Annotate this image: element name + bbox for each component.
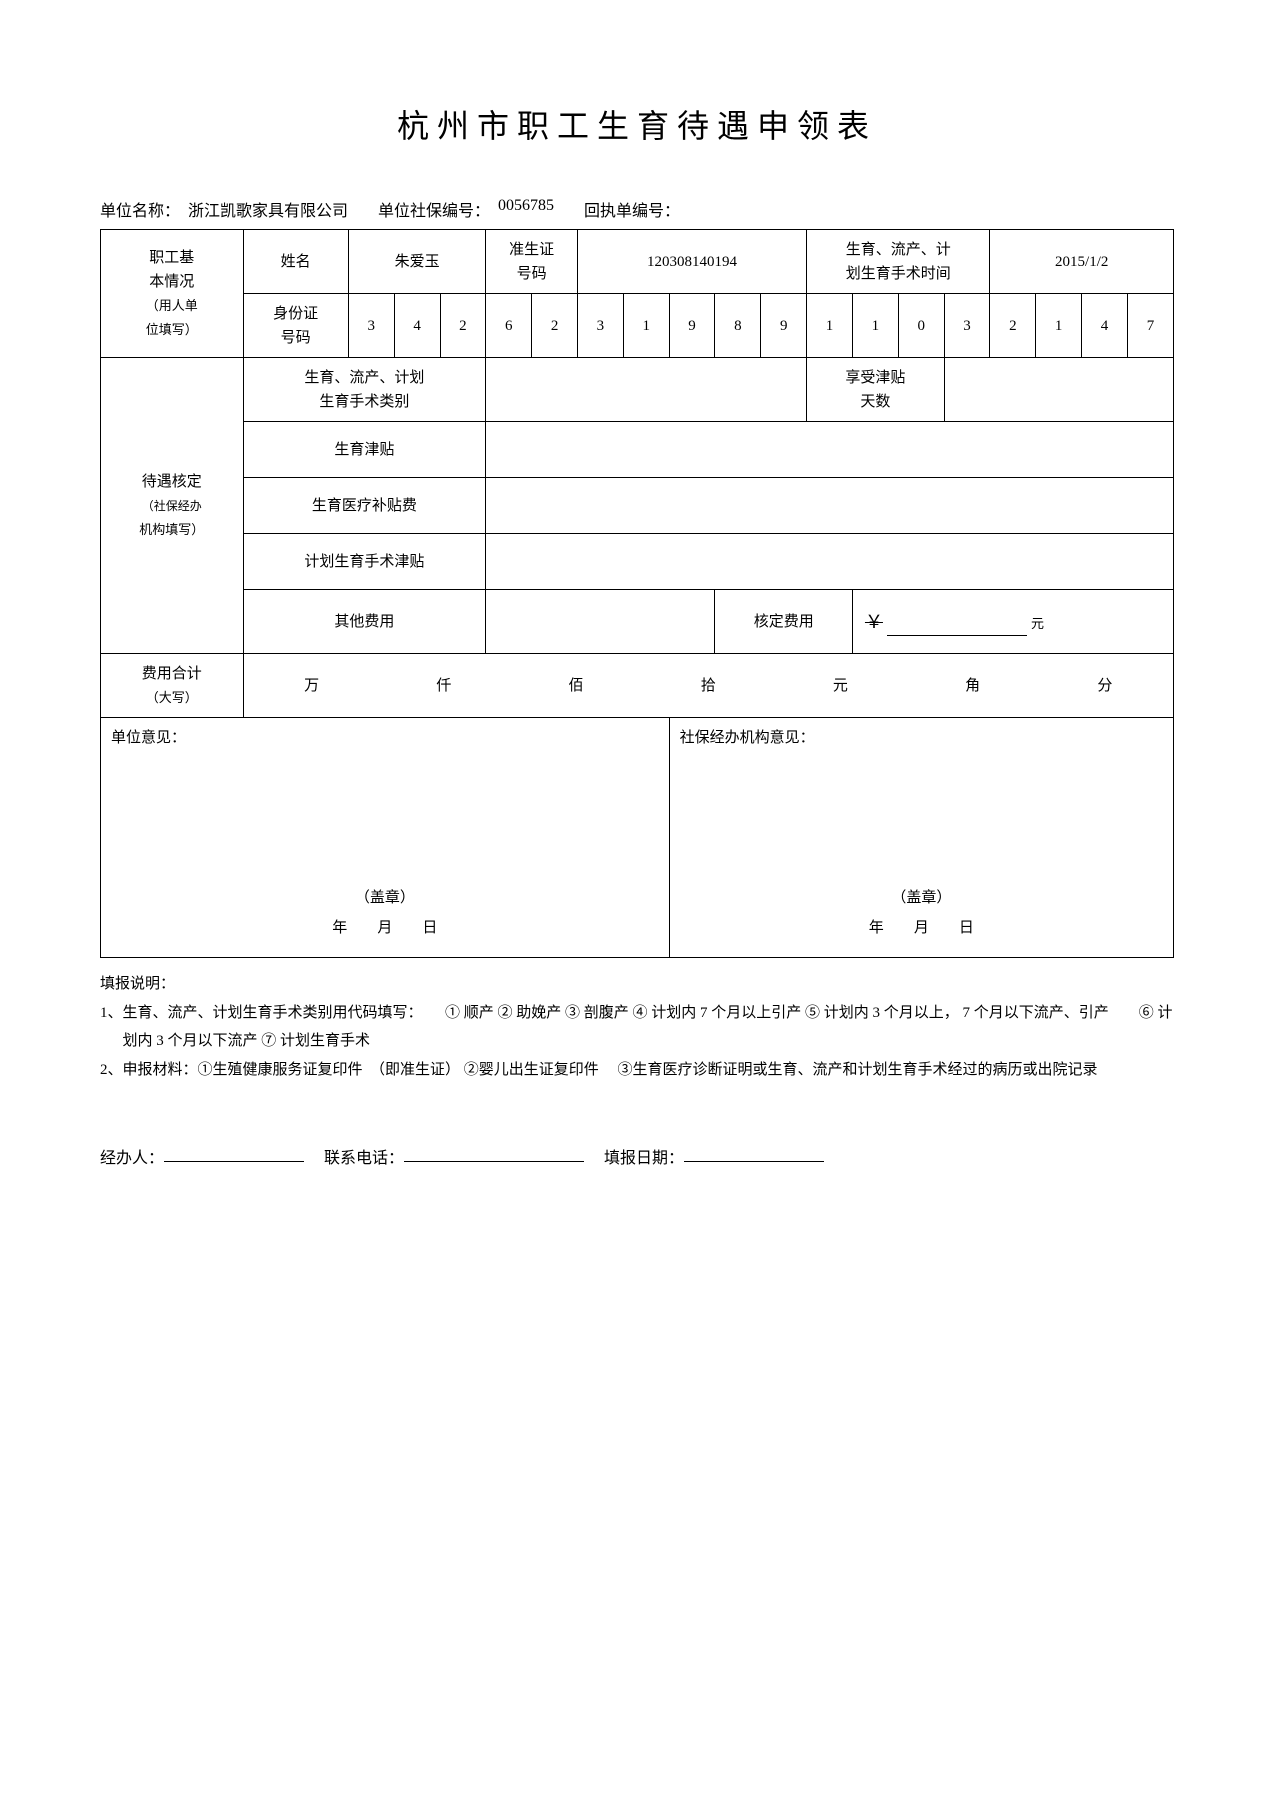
unit-name-value: 浙江凯歌家具有限公司: [188, 197, 348, 221]
surgery-time-label: 生育、流产、计划生育手术时间: [807, 230, 990, 294]
section2-title: 待遇核定 （社保经办 机构填写）: [101, 358, 244, 654]
receipt-label: 回执单编号：: [584, 197, 680, 221]
medical-subsidy-value: [486, 478, 1174, 534]
id-digit: 4: [1082, 294, 1128, 358]
id-digit: 7: [1127, 294, 1173, 358]
other-fee-label: 其他费用: [243, 590, 486, 654]
approved-fee-value: ￥元: [852, 590, 1173, 654]
name-value: 朱爱玉: [348, 230, 485, 294]
section1-title: 职工基 本情况 （用人单 位填写）: [101, 230, 244, 358]
main-form-table: 职工基 本情况 （用人单 位填写） 姓名 朱爱玉 准生证号码 120308140…: [100, 229, 1174, 958]
allowance-days-label: 享受津贴天数: [807, 358, 944, 422]
allowance-days-value: [944, 358, 1173, 422]
id-digit: 2: [440, 294, 486, 358]
birth-allowance-value: [486, 422, 1174, 478]
id-digit: 3: [577, 294, 623, 358]
id-digit: 9: [761, 294, 807, 358]
medical-subsidy-label: 生育医疗补贴费: [243, 478, 486, 534]
id-digit: 6: [486, 294, 532, 358]
id-digit: 1: [1036, 294, 1082, 358]
permit-value: 120308140194: [577, 230, 806, 294]
id-digit: 2: [990, 294, 1036, 358]
id-digit: 0: [898, 294, 944, 358]
unit-sb-label: 单位社保编号：: [378, 197, 490, 221]
unit-opinion-box: 单位意见： （盖章） 年 月 日: [101, 718, 670, 958]
agency-opinion-box: 社保经办机构意见： （盖章） 年 月 日: [669, 718, 1173, 958]
fp-surgery-allowance-value: [486, 534, 1174, 590]
birth-allowance-label: 生育津贴: [243, 422, 486, 478]
id-digit: 8: [715, 294, 761, 358]
instruction-2-text: 申报材料：①生殖健康服务证复印件 （即准生证） ②婴儿出生证复印件 ③生育医疗诊…: [123, 1056, 1174, 1085]
id-digit: 3: [944, 294, 990, 358]
instruction-1-text: 生育、流产、计划生育手术类别用代码填写： ① 顺产 ② 助娩产 ③ 剖腹产 ④ …: [123, 999, 1174, 1056]
unit-name-label: 单位名称：: [100, 197, 180, 221]
approved-fee-label: 核定费用: [715, 590, 852, 654]
id-digit: 4: [394, 294, 440, 358]
other-fee-value: [486, 590, 715, 654]
page-title: 杭州市职工生育待遇申领表: [100, 101, 1174, 147]
instruction-1-num: 1、: [100, 999, 123, 1056]
surgery-type-label: 生育、流产、计划生育手术类别: [243, 358, 486, 422]
total-label: 费用合计（大写）: [101, 654, 244, 718]
id-digit: 1: [807, 294, 853, 358]
unit-sb-value: 0056785: [498, 197, 554, 221]
handler-label: 经办人：: [100, 1144, 164, 1168]
phone-label: 联系电话：: [324, 1144, 404, 1168]
id-digit: 1: [852, 294, 898, 358]
id-digit: 3: [348, 294, 394, 358]
instructions: 填报说明： 1、 生育、流产、计划生育手术类别用代码填写： ① 顺产 ② 助娩产…: [100, 970, 1174, 1084]
surgery-type-value: [486, 358, 807, 422]
footer-row: 经办人： 联系电话： 填报日期：: [100, 1144, 1174, 1168]
id-label: 身份证号码: [243, 294, 348, 358]
surgery-time-value: 2015/1/2: [990, 230, 1174, 294]
instructions-heading: 填报说明：: [100, 970, 1174, 999]
total-amount-cn: 万 仟 佰 拾 元 角 分: [243, 654, 1173, 718]
name-label: 姓名: [243, 230, 348, 294]
fp-surgery-allowance-label: 计划生育手术津贴: [243, 534, 486, 590]
id-digit: 2: [532, 294, 578, 358]
instruction-2-num: 2、: [100, 1056, 123, 1085]
report-date-label: 填报日期：: [604, 1144, 684, 1168]
id-digit: 1: [623, 294, 669, 358]
id-digit: 9: [669, 294, 715, 358]
permit-label: 准生证号码: [486, 230, 578, 294]
header-meta: 单位名称： 浙江凯歌家具有限公司 单位社保编号： 0056785 回执单编号：: [100, 197, 1174, 221]
